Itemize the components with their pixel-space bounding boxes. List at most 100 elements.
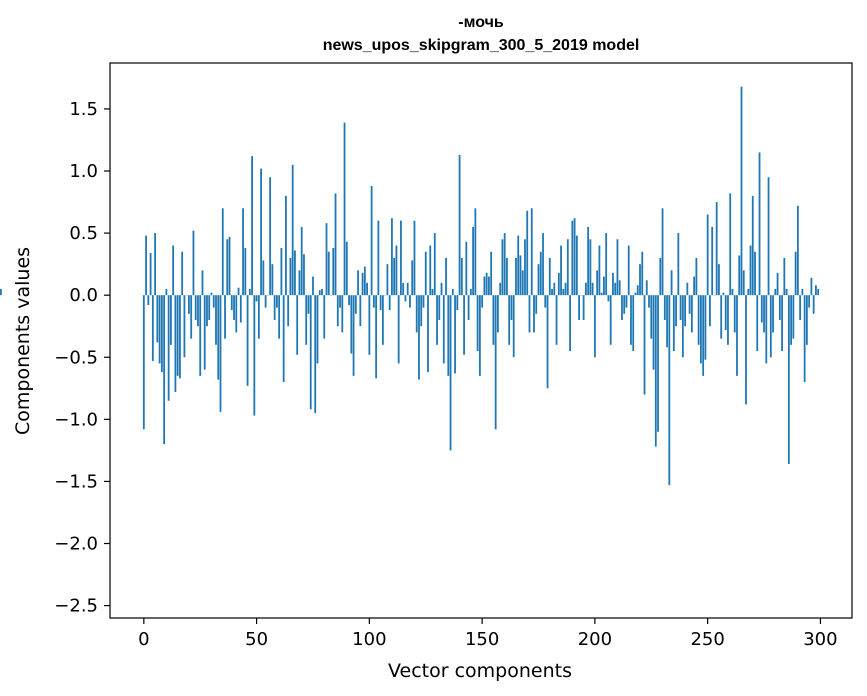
y-tick-label: −1.0	[54, 409, 98, 430]
bar	[641, 251, 644, 296]
bar	[179, 295, 181, 379]
bar	[724, 295, 727, 330]
x-tick-label: 150	[465, 629, 499, 650]
bar	[497, 295, 499, 333]
y-axis-label: Components values	[12, 247, 34, 435]
bar	[194, 295, 197, 321]
bar	[720, 295, 723, 339]
bar	[666, 295, 668, 348]
bar	[659, 257, 662, 296]
bar	[409, 295, 411, 308]
bar	[278, 295, 281, 339]
bar	[625, 295, 628, 308]
bar	[539, 251, 542, 296]
bar	[217, 295, 220, 380]
bar	[815, 285, 817, 296]
bar	[736, 295, 738, 376]
bar	[181, 251, 184, 296]
bar	[616, 239, 619, 296]
bar	[478, 295, 481, 376]
bar	[584, 282, 587, 296]
bar	[472, 226, 474, 296]
bar	[447, 295, 450, 376]
bar	[681, 295, 684, 358]
bar	[636, 285, 639, 296]
bar	[221, 208, 224, 296]
bar	[706, 214, 709, 296]
bar	[424, 251, 427, 296]
bar	[476, 295, 479, 352]
bar	[709, 295, 711, 327]
bar	[469, 288, 472, 296]
bar	[684, 295, 686, 327]
bar	[742, 270, 745, 296]
bar	[149, 252, 152, 296]
bar	[463, 295, 465, 355]
bar	[190, 295, 193, 339]
x-axis: 0 50 100 150 200 250 300	[138, 618, 838, 650]
chart-title: -мочь	[458, 14, 504, 31]
bar	[650, 295, 653, 339]
bar	[672, 295, 675, 352]
x-tick-label: 200	[578, 629, 612, 650]
bar	[501, 239, 504, 296]
bar	[690, 295, 693, 333]
bar	[639, 264, 641, 296]
bar	[370, 185, 373, 296]
bar	[445, 257, 447, 296]
bar	[377, 220, 380, 296]
bar	[386, 264, 389, 296]
bar	[727, 295, 729, 345]
bar	[769, 295, 772, 358]
bar	[783, 257, 786, 296]
bar	[429, 245, 432, 296]
bar	[704, 295, 707, 360]
bar	[483, 276, 486, 296]
bar	[546, 295, 549, 389]
bar	[251, 156, 253, 296]
bar	[654, 295, 657, 447]
bar	[578, 295, 580, 321]
bar	[697, 295, 700, 345]
bar	[467, 295, 470, 321]
bar	[614, 282, 617, 296]
bar	[233, 295, 235, 321]
bar	[645, 280, 648, 296]
bar	[557, 272, 560, 296]
bars-group	[0, 86, 820, 486]
bar	[239, 295, 242, 323]
bar	[183, 295, 186, 358]
bar	[404, 295, 407, 302]
bar	[521, 270, 524, 296]
x-axis-label: Vector components	[388, 660, 572, 682]
bar	[508, 295, 511, 345]
bar	[156, 295, 159, 343]
bar	[305, 295, 308, 345]
bar	[790, 295, 792, 345]
bar	[535, 295, 538, 314]
bar	[433, 233, 436, 296]
bar	[794, 251, 797, 296]
bar	[598, 245, 601, 296]
bar	[210, 292, 213, 296]
bar	[357, 270, 359, 296]
bar	[226, 239, 229, 296]
bar	[494, 295, 497, 430]
bar	[591, 282, 594, 296]
bar	[352, 295, 355, 376]
bar	[458, 154, 461, 296]
bar	[415, 295, 418, 333]
bar	[303, 254, 305, 296]
bar	[551, 288, 553, 296]
bar	[544, 295, 547, 308]
bar	[327, 251, 330, 296]
bar	[316, 295, 319, 364]
bar	[571, 220, 574, 296]
y-tick-label: 1.5	[69, 99, 98, 120]
bar	[363, 266, 366, 296]
bar	[778, 295, 781, 321]
bar	[282, 295, 285, 383]
bar	[533, 295, 535, 333]
bar	[273, 295, 276, 321]
